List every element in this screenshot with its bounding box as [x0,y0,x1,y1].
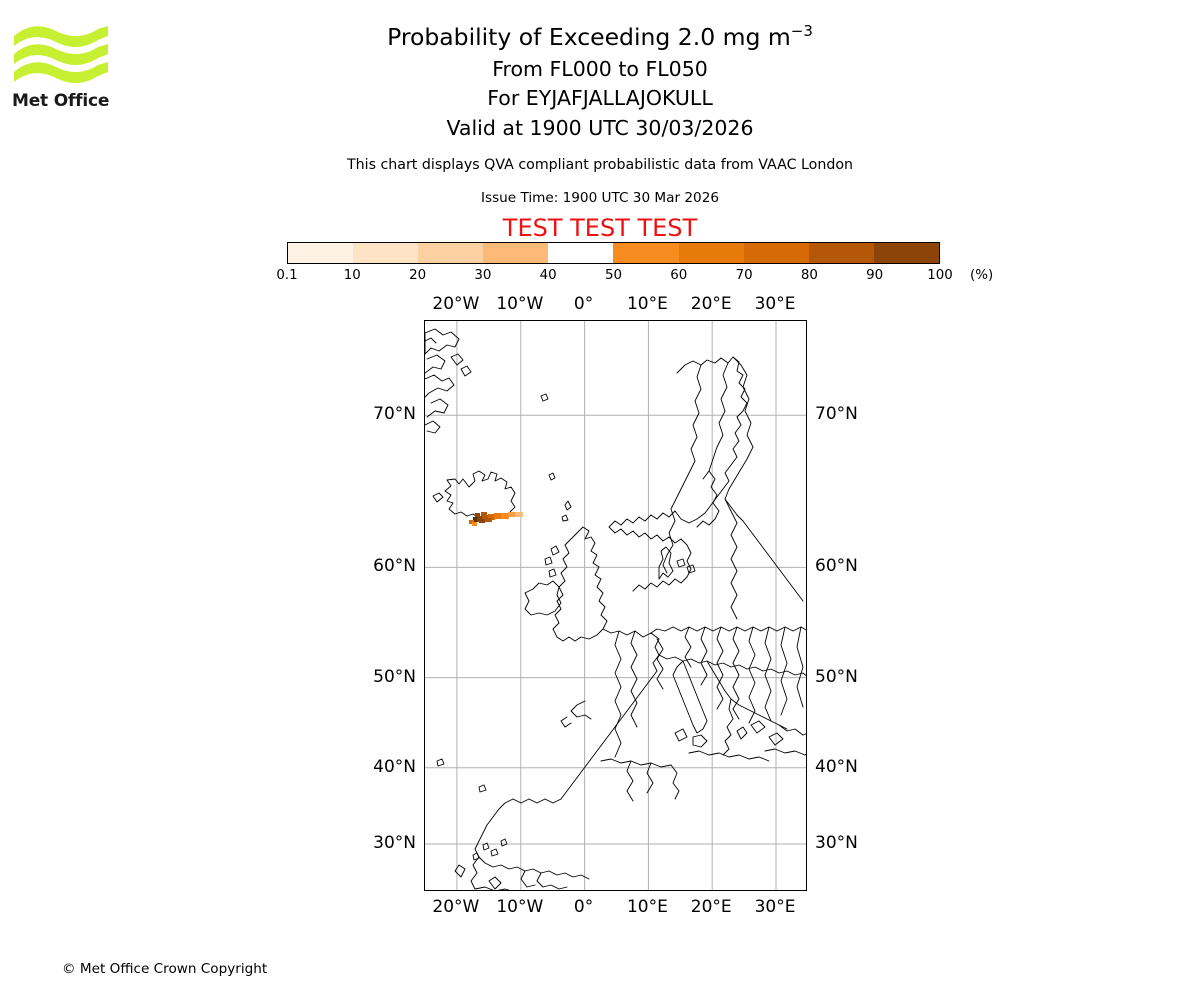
main-title-text: Probability of Exceeding 2.0 mg m [387,23,791,51]
colorbar-segment-4 [548,243,613,263]
lon-label-top-1: 10°W [496,294,544,314]
lat-label-right-1: 60°N [815,556,858,577]
lat-label-right-0: 70°N [815,404,858,425]
colorbar-segment-0 [288,243,354,263]
colorbar-segment-7 [743,243,809,263]
colorbar-tick-70: 70 [735,268,753,283]
lon-label-bottom-5: 30°E [754,897,796,917]
lat-label-left-4: 30°N [373,833,416,853]
colorbar-tick-80: 80 [800,268,818,283]
colorbar-segment-1 [353,243,419,263]
lon-label-top-4: 20°E [690,294,732,314]
lon-label-top-5: 30°E [754,294,796,314]
colorbar-gradient [287,242,940,264]
coastline-paths [425,328,806,890]
lon-label-bottom-1: 10°W [496,897,544,917]
map-frame [424,320,807,891]
ash-plume-probability-field [469,512,523,526]
issue-time-label: Issue Time: 1900 UTC 30 Mar 2026 [480,190,719,206]
lon-label-bottom-4: 20°E [690,897,732,917]
colorbar-tick-0.1: 0.1 [276,268,298,283]
lon-label-top-3: 10°E [626,294,668,314]
colorbar-segment-2 [418,243,484,263]
chart-title-block: Probability of Exceeding 2.0 mg m−3 From… [0,23,1200,140]
copyright-notice: © Met Office Crown Copyright [62,961,268,977]
lat-label-left-3: 40°N [373,756,416,777]
colorbar-tick-100: 100 [927,268,953,283]
colorbar-tick-30: 30 [474,268,492,283]
lat-label-right-2: 50°N [815,666,858,687]
colorbar-segment-6 [678,243,744,263]
colorbar-tick-50: 50 [604,268,623,283]
met-office-wave-icon [14,26,108,84]
met-office-logo: Met Office [12,22,122,117]
lon-label-top-2: 0° [573,294,594,314]
colorbar-tick-60: 60 [670,268,688,283]
colorbar-segment-5 [613,243,679,263]
colorbar-tick-40: 40 [539,268,557,283]
main-title-exponent: −3 [790,22,813,41]
colorbar-units-label: (%) [970,268,994,283]
qva-compliance-note: This chart displays QVA compliant probab… [346,157,853,173]
lat-label-left-0: 70°N [373,404,416,425]
colorbar-segment-3 [483,243,549,263]
probability-colorbar [287,242,940,264]
colorbar-tick-10: 10 [343,268,361,283]
colorbar-tick-20: 20 [409,268,427,283]
met-office-logo-text: Met Office [12,91,110,111]
lon-label-bottom-3: 10°E [626,897,668,917]
subtitle-valid-time: Valid at 1900 UTC 30/03/2026 [446,115,754,140]
colorbar-segment-9 [873,243,939,263]
lon-label-bottom-0: 20°W [432,897,480,917]
colorbar-tick-90: 90 [866,268,884,283]
subtitle-flight-levels: From FL000 to FL050 [492,56,708,81]
map-panel: 20°W 10°W 0° 10°E 20°E 30°E 20°W 10°W 0°… [373,294,858,917]
map-gridlines [425,321,806,890]
subtitle-volcano: For EYJAFJALLAJOKULL [487,86,713,110]
lat-label-left-2: 50°N [373,666,416,687]
lon-label-top-0: 20°W [432,294,480,314]
map-canvas [425,321,806,890]
lat-label-right-3: 40°N [815,756,858,777]
colorbar-segment-8 [808,243,874,263]
lat-label-right-4: 30°N [815,833,858,853]
page-title: Probability of Exceeding 2.0 mg m−3 [0,23,1200,51]
test-banner: TEST TEST TEST [502,214,698,242]
lon-label-bottom-2: 0° [573,897,594,917]
lat-label-left-1: 60°N [373,556,416,577]
colorbar-tick-labels: 0.1 10 20 30 40 50 60 70 80 90 100 [276,268,952,288]
